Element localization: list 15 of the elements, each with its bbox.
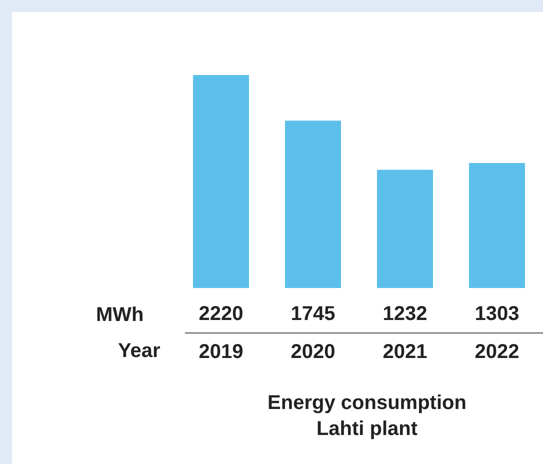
bar [193, 75, 249, 288]
x-tick-label: 2019 [198, 341, 244, 363]
bar [285, 120, 341, 288]
x-tick-label: 2022 [474, 341, 520, 363]
data-label: 2220 [198, 303, 244, 325]
data-label: 1745 [290, 303, 336, 325]
data-label: 1232 [382, 303, 428, 325]
y-axis-title: MWh [96, 304, 144, 326]
x-tick-label: 2021 [382, 341, 428, 363]
x-tick-label: 2020 [290, 341, 336, 363]
text: Energy consumption Lahti plant [268, 392, 466, 440]
data-label: 1303 [474, 303, 520, 325]
bar [469, 162, 525, 288]
x-axis-title: Year [118, 340, 160, 362]
bar [377, 170, 433, 288]
